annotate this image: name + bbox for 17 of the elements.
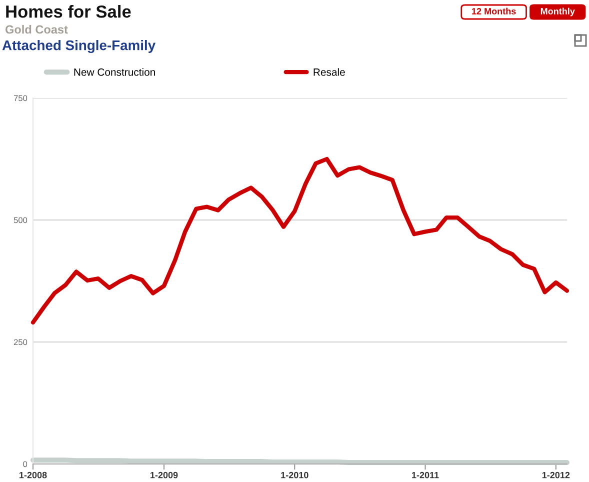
y-tick-label: 250 (14, 339, 28, 346)
y-tick-label: 0 (23, 461, 28, 468)
chart-subtitle: Gold Coast (5, 25, 68, 34)
text: Attached Single-Family (2, 40, 156, 54)
y-tick-label: 500 (14, 217, 28, 224)
x-tick-label: 1-2011 (412, 472, 439, 478)
chart-title: Homes for Sale (6, 5, 131, 18)
x-tick-label: 1-2012 (542, 472, 570, 478)
x-tick-label: 1-2009 (150, 472, 178, 478)
y-tick-label: 750 (14, 95, 28, 102)
x-tick-label: 1-2010 (281, 472, 308, 478)
x-tick-label: 1-2008 (20, 472, 47, 478)
legend-label: New Construction (74, 68, 155, 76)
text: Monthly (540, 8, 575, 16)
legend-label: Resale (314, 68, 345, 76)
line-series (30, 156, 570, 325)
text: 12 Months (472, 8, 516, 14)
